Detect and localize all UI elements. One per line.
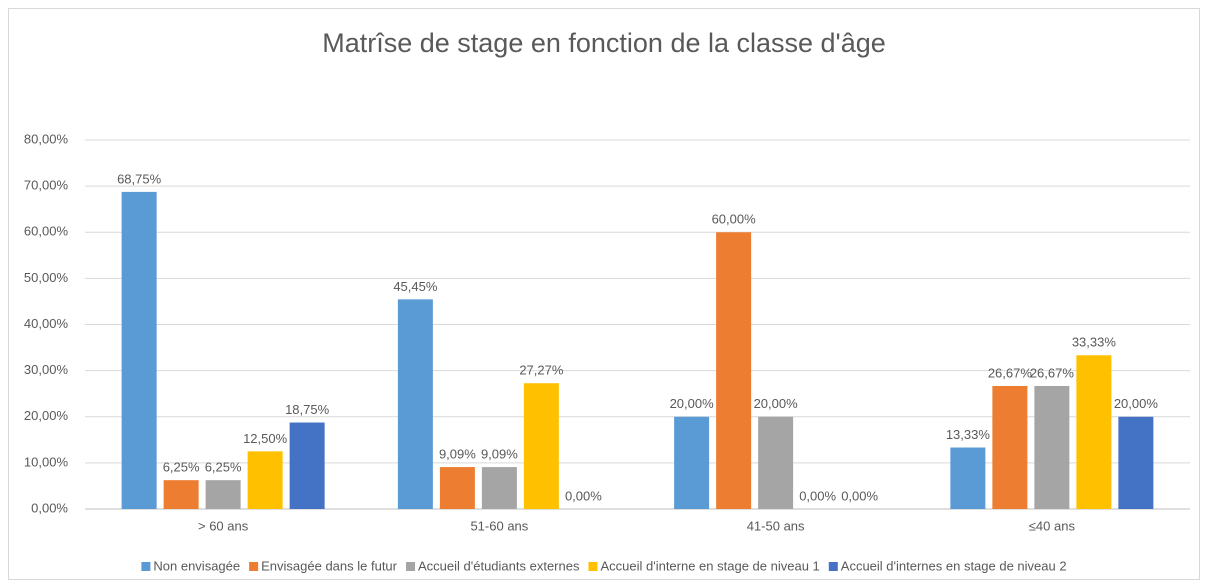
- data-label: 45,45%: [393, 279, 438, 294]
- x-tick-label: 51-60 ans: [470, 518, 528, 533]
- bar: [1118, 416, 1154, 509]
- y-tick-label: 70,00%: [24, 178, 69, 193]
- data-label: 20,00%: [1114, 396, 1159, 411]
- legend-label: Envisagée dans le futur: [261, 558, 398, 573]
- bar: [121, 191, 157, 509]
- bar: [163, 480, 199, 509]
- data-label: 6,25%: [205, 460, 242, 475]
- data-label: 20,00%: [754, 396, 799, 411]
- bar: [1034, 385, 1070, 509]
- bar: [950, 447, 986, 509]
- data-label: 60,00%: [712, 212, 757, 227]
- data-label: 0,00%: [799, 488, 836, 503]
- bar: [439, 467, 475, 509]
- x-tick-label: > 60 ans: [198, 518, 249, 533]
- x-tick-label: ≤40 ans: [1029, 518, 1076, 533]
- data-label: 6,25%: [163, 460, 200, 475]
- y-tick-label: 30,00%: [24, 362, 69, 377]
- y-tick-label: 60,00%: [24, 224, 69, 239]
- chart-title: Matrîse de stage en fonction de la class…: [322, 28, 886, 58]
- bar: [397, 299, 433, 509]
- bar: [481, 467, 517, 509]
- legend-swatch: [588, 562, 598, 571]
- bar: [674, 416, 710, 509]
- legend-swatch: [406, 562, 416, 571]
- y-tick-label: 0,00%: [31, 500, 68, 515]
- bar: [758, 416, 794, 509]
- data-label: 33,33%: [1072, 335, 1117, 350]
- bar: [992, 385, 1028, 509]
- bar: [289, 422, 325, 509]
- x-tick-label: 41-50 ans: [747, 518, 805, 533]
- data-label: 18,75%: [285, 402, 330, 417]
- bar: [523, 383, 559, 509]
- bar: [205, 480, 241, 509]
- legend-label: Accueil d'interne en stage de niveau 1: [600, 558, 819, 573]
- y-tick-label: 10,00%: [24, 454, 69, 469]
- y-tick-label: 50,00%: [24, 270, 69, 285]
- y-tick-label: 40,00%: [24, 316, 69, 331]
- data-label: 26,67%: [988, 365, 1033, 380]
- legend-swatch: [249, 562, 259, 571]
- bar: [1076, 355, 1112, 509]
- data-label: 20,00%: [670, 396, 715, 411]
- y-tick-label: 20,00%: [24, 408, 69, 423]
- data-label: 27,27%: [519, 363, 564, 378]
- data-label: 9,09%: [481, 447, 518, 462]
- legend-swatch: [141, 562, 151, 571]
- legend-label: Non envisagée: [153, 558, 240, 573]
- data-label: 26,67%: [1030, 365, 1075, 380]
- legend-label: Accueil d'internes en stage de niveau 2: [841, 558, 1067, 573]
- y-tick-label: 80,00%: [24, 131, 69, 146]
- data-label: 68,75%: [117, 171, 162, 186]
- data-label: 12,50%: [243, 431, 288, 446]
- bar: [247, 451, 283, 509]
- legend-label: Accueil d'étudiants externes: [418, 558, 580, 573]
- data-label: 0,00%: [841, 488, 878, 503]
- data-label: 13,33%: [946, 427, 991, 442]
- bar: [716, 232, 752, 509]
- data-label: 9,09%: [439, 447, 476, 462]
- legend-swatch: [828, 562, 838, 571]
- data-label: 0,00%: [565, 488, 602, 503]
